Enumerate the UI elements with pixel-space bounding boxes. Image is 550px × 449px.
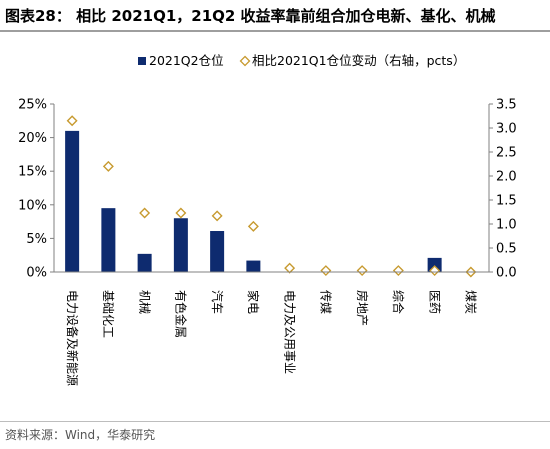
marker bbox=[356, 265, 368, 277]
right-tick-label: 2.0 bbox=[496, 170, 517, 185]
category-label: 家电 bbox=[246, 290, 261, 314]
bar bbox=[173, 218, 188, 272]
right-axis: 0.0 0.5 1.0 1.5 2.0 2.5 3.0 3.5 bbox=[488, 98, 517, 281]
left-tick-label: 5% bbox=[26, 232, 47, 247]
marker bbox=[429, 265, 441, 277]
right-tick-label: 1.0 bbox=[496, 218, 517, 233]
markers bbox=[66, 115, 477, 278]
right-tick-label: 0.0 bbox=[496, 266, 517, 281]
left-tick-label: 10% bbox=[18, 198, 47, 213]
category-label: 煤炭 bbox=[464, 290, 478, 314]
legend-bar-swatch bbox=[138, 57, 146, 65]
title-rule bbox=[0, 30, 550, 32]
category-label: 电力设备及新能源 bbox=[65, 290, 80, 386]
left-tick-label: 0% bbox=[26, 266, 47, 281]
legend-diamond-swatch bbox=[239, 55, 251, 67]
left-tick-label: 25% bbox=[18, 98, 47, 113]
left-tick-label: 20% bbox=[18, 131, 47, 146]
bar bbox=[246, 260, 261, 272]
right-tick-label: 3.0 bbox=[496, 122, 517, 137]
bar bbox=[210, 231, 225, 272]
marker bbox=[392, 265, 404, 277]
source-rule bbox=[0, 421, 550, 422]
category-label: 汽车 bbox=[210, 290, 225, 314]
figure-title: 图表28： 相比 2021Q1，21Q2 收益率靠前组合加仓电新、基化、机械 bbox=[5, 7, 496, 25]
marker bbox=[211, 210, 223, 222]
marker bbox=[175, 207, 187, 219]
category-label: 传媒 bbox=[319, 290, 334, 314]
category-label: 医药 bbox=[427, 290, 441, 314]
marker bbox=[284, 262, 296, 274]
bar-chart: 2021Q2仓位 相比2021Q1仓位变动（右轴，pcts） 0% 5% 10% 15%… bbox=[18, 53, 517, 386]
marker bbox=[320, 265, 332, 277]
bar bbox=[101, 208, 116, 272]
category-label: 综合 bbox=[391, 290, 406, 314]
category-label: 机械 bbox=[137, 290, 152, 314]
left-tick-label: 15% bbox=[18, 165, 47, 180]
source-note: 资料来源：Wind，华泰研究 bbox=[5, 428, 156, 442]
right-tick-label: 3.5 bbox=[496, 98, 517, 113]
right-tick-label: 2.5 bbox=[496, 146, 517, 161]
right-tick-label: 0.5 bbox=[496, 242, 517, 257]
x-axis: 电力设备及新能源 基础化工 机械 有色金属 汽车 家电 电力及公用事业 传媒 房地产 综合 医药 煤炭 bbox=[54, 271, 489, 386]
marker bbox=[102, 160, 114, 172]
legend: 2021Q2仓位 相比2021Q1仓位变动（右轴，pcts） bbox=[138, 53, 465, 68]
bar bbox=[137, 253, 152, 272]
bar bbox=[427, 257, 442, 272]
category-label: 电力及公用事业 bbox=[282, 290, 296, 374]
category-label: 基础化工 bbox=[101, 290, 115, 338]
legend-label-marker: 相比2021Q1仓位变动（右轴，pcts） bbox=[252, 53, 465, 68]
bars bbox=[65, 130, 442, 272]
left-axis: 0% 5% 10% 15% 20% 25% bbox=[18, 98, 55, 281]
right-tick-label: 1.5 bbox=[496, 194, 517, 209]
legend-label-bar: 2021Q2仓位 bbox=[149, 53, 224, 68]
category-label: 房地产 bbox=[355, 290, 370, 326]
category-label: 有色金属 bbox=[174, 290, 189, 338]
marker bbox=[139, 207, 151, 219]
bar bbox=[65, 130, 80, 272]
marker bbox=[247, 220, 259, 232]
marker bbox=[66, 115, 78, 127]
